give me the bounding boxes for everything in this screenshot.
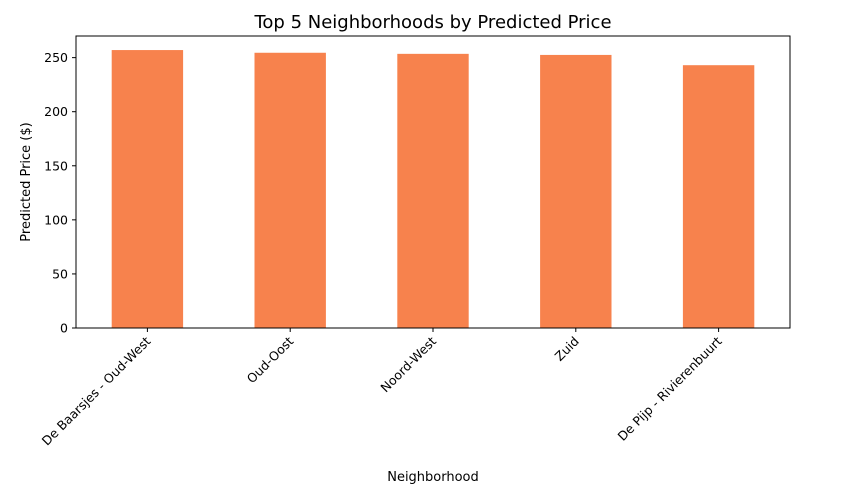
- y-tick-label: 150: [44, 158, 68, 173]
- plot-frame: [75, 35, 791, 329]
- y-axis-label: Predicted Price ($): [19, 122, 34, 241]
- y-tick-label: 250: [44, 50, 68, 65]
- x-tick-label: Noord-West: [377, 333, 439, 395]
- y-tick-label: 50: [52, 266, 68, 281]
- x-tick-label: Oud-Oost: [244, 333, 297, 386]
- y-tick-label: 0: [60, 321, 68, 336]
- x-tick-label: Zuid: [552, 334, 582, 364]
- x-tick-label: De Pijp - Rivierenbuurt: [614, 333, 724, 443]
- y-tick-label: 200: [44, 104, 68, 119]
- bar-1: [111, 50, 184, 328]
- x-axis-ticks: De Baarsjes - Oud-West Oud-Oost Noord-West…: [39, 328, 725, 448]
- x-axis-label: Neighborhood: [387, 470, 479, 485]
- y-tick-label: 100: [44, 212, 68, 227]
- chart-title: Top 5 Neighborhoods by Predicted Price: [253, 12, 611, 33]
- bar-3: [397, 53, 469, 328]
- y-axis-ticks: 0 50 100 150 200 250: [44, 50, 76, 336]
- bar-5: [682, 65, 755, 328]
- bar-2: [254, 52, 326, 328]
- x-tick-label: De Baarsjes - Oud-West: [39, 333, 154, 448]
- bar-4: [540, 54, 612, 328]
- bars-group: [111, 50, 755, 328]
